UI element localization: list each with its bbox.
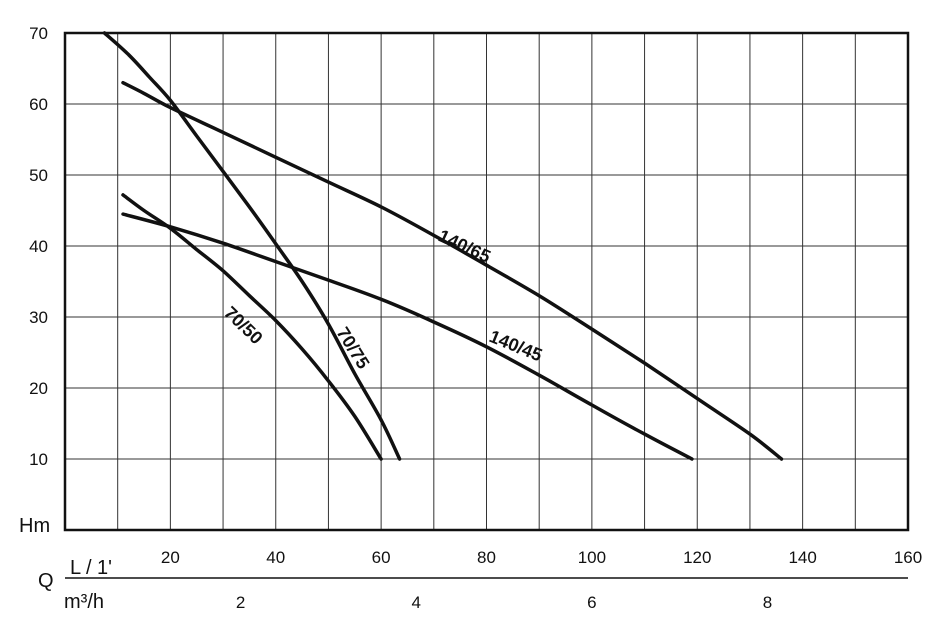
y-tick-labels: 10 20 30 40 50 60 70 — [29, 24, 48, 469]
x-tick-label-m3h: 6 — [587, 593, 596, 612]
grid-lines — [65, 33, 908, 530]
curve-140-45 — [121, 212, 694, 461]
x-tick-label-lpm: 20 — [161, 548, 180, 567]
y-tick-label: 10 — [29, 450, 48, 469]
x-tick-label-lpm: 40 — [266, 548, 285, 567]
curve-label: 70/75 — [333, 324, 374, 373]
curve-70-75 — [102, 31, 402, 461]
x-tick-label-lpm: 120 — [683, 548, 711, 567]
x-tick-label-m3h: 8 — [763, 593, 772, 612]
y-tick-label: 20 — [29, 379, 48, 398]
curve-label: 140/45 — [487, 326, 546, 365]
curve-label: 140/65 — [435, 225, 493, 266]
y-tick-label: 50 — [29, 166, 48, 185]
curve-70-50 — [121, 193, 383, 461]
q-label: Q — [38, 570, 54, 592]
curves-layer — [102, 31, 784, 461]
curve-label: 70/50 — [220, 302, 266, 348]
x-tick-label-m3h: 4 — [412, 593, 421, 612]
x-tick-label-lpm: 60 — [372, 548, 391, 567]
plot-frame — [63, 31, 910, 532]
y-tick-label: 30 — [29, 308, 48, 327]
x-tick-label-m3h: 2 — [236, 593, 245, 612]
x-tick-label-lpm: 160 — [894, 548, 922, 567]
x-axis-label-lpm: L / 1' — [70, 557, 112, 579]
y-tick-label: 60 — [29, 95, 48, 114]
x-axis-label-m3h: m³/h — [64, 591, 104, 613]
x-tick-labels-lpm: 20 40 60 80 100 120 140 160 — [161, 548, 922, 567]
x-tick-label-lpm: 80 — [477, 548, 496, 567]
y-tick-label: 70 — [29, 24, 48, 43]
x-tick-label-lpm: 100 — [578, 548, 606, 567]
y-tick-label: 40 — [29, 237, 48, 256]
x-tick-labels-m3h: 2 4 6 8 — [236, 593, 772, 612]
y-axis-label: Hm — [19, 515, 50, 537]
curve-140-65 — [121, 80, 784, 461]
x-tick-label-lpm: 140 — [788, 548, 816, 567]
